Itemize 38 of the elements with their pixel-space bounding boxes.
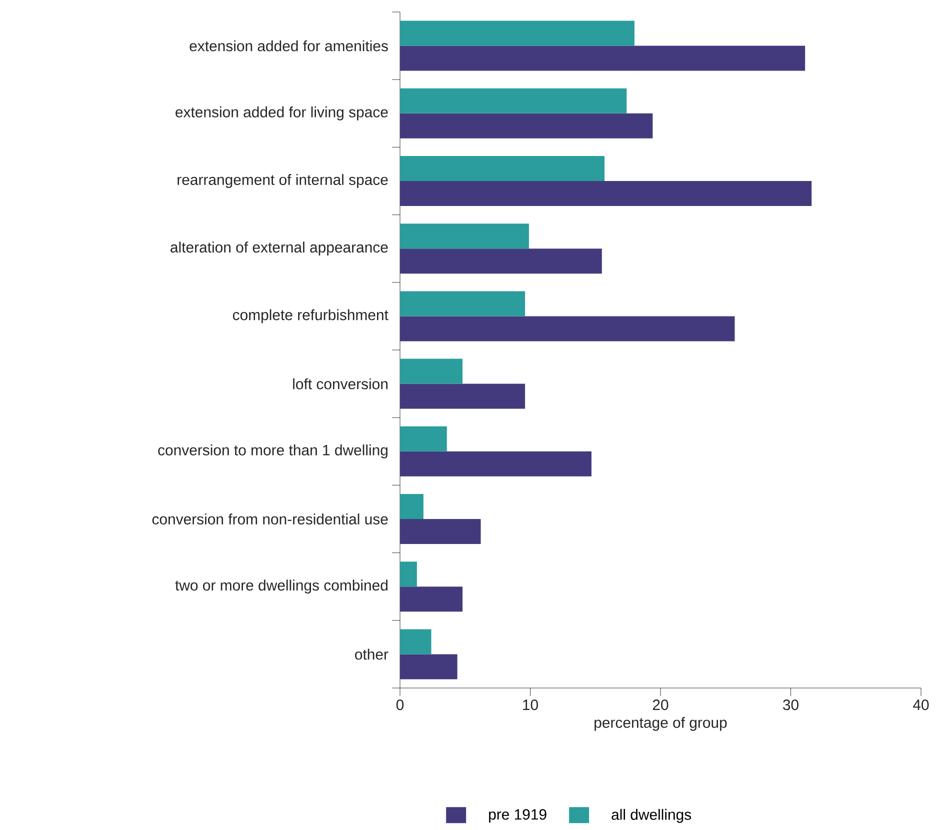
bar xyxy=(400,426,447,452)
bar xyxy=(400,384,526,409)
bar xyxy=(400,291,526,316)
x-tick-label: 40 xyxy=(913,700,929,710)
y-tick-label: conversion to more than 1 dwelling xyxy=(158,444,388,458)
bar xyxy=(400,494,424,519)
y-tick-label: two or more dwellings combined xyxy=(175,580,388,594)
bar xyxy=(400,629,432,654)
bar xyxy=(400,20,634,46)
x-tick-label: 20 xyxy=(652,700,668,710)
legend-label: pre 1919 xyxy=(489,809,546,823)
bar xyxy=(400,181,812,206)
x-axis-title: percentage of group xyxy=(594,716,727,731)
x-tick-label: 10 xyxy=(523,700,538,710)
y-tick-label: rearrangement of internal space xyxy=(178,174,388,188)
x-tick-label: 30 xyxy=(783,700,798,710)
bar xyxy=(400,46,806,71)
y-tick-label: complete refurbishment xyxy=(232,309,388,324)
y-tick-label: loft conversion xyxy=(293,378,388,390)
y-tick-label: conversion from non-residential use xyxy=(152,514,388,524)
bar xyxy=(400,156,604,181)
y-tick-label: extension added for amenities xyxy=(190,40,388,52)
x-tick-label: 0 xyxy=(396,700,404,710)
bar xyxy=(400,113,653,138)
y-tick-label: extension added for living space xyxy=(176,106,388,120)
bar xyxy=(400,654,458,680)
bar xyxy=(400,88,627,114)
bar xyxy=(400,586,463,612)
bar xyxy=(400,451,592,476)
y-tick-label: other xyxy=(355,648,388,660)
bar xyxy=(400,519,481,544)
bar xyxy=(400,562,417,587)
bar xyxy=(400,358,463,384)
legend-label: all dwellings xyxy=(612,808,692,823)
bar xyxy=(400,248,602,274)
bar xyxy=(400,316,735,342)
bar xyxy=(400,224,529,249)
y-tick-label: alteration of external appearance xyxy=(170,242,388,256)
